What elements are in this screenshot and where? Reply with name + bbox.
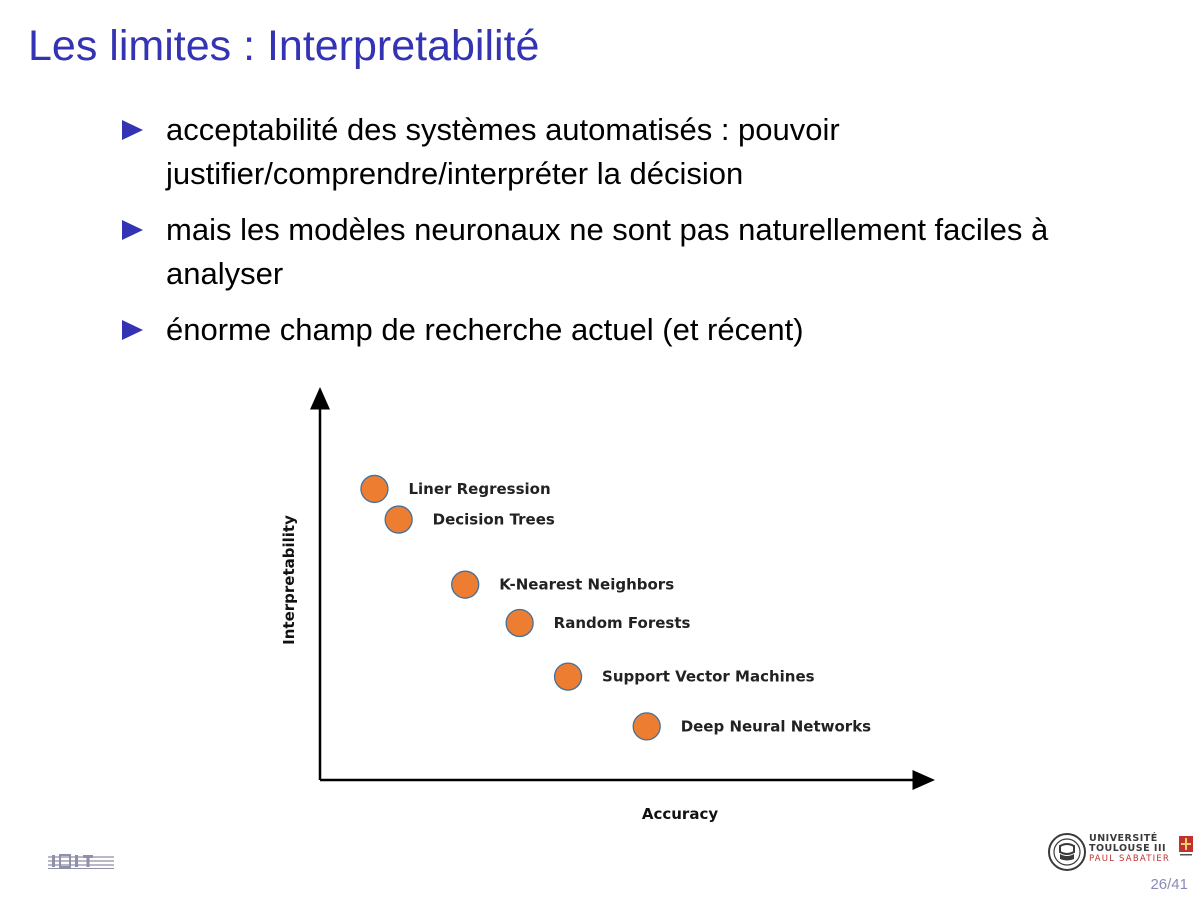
scatter-point	[553, 662, 583, 691]
scatter-point	[451, 570, 480, 599]
scatter-point	[360, 474, 389, 504]
point-label: Liner Regression	[408, 480, 550, 498]
bullet-text: énorme champ de recherche actuel (et réc…	[166, 312, 804, 347]
point-label: Random Forests	[554, 614, 691, 632]
point-label: Support Vector Machines	[602, 668, 815, 686]
page-number: 26/41	[1150, 876, 1188, 893]
university-seal-icon	[1048, 833, 1086, 871]
university-name: UNIVERSITÉ TOULOUSE III PAUL SABATIER	[1089, 833, 1170, 865]
bullet-item: acceptabilité des systèmes automatisés :…	[120, 108, 1140, 196]
point-label: K-Nearest Neighbors	[499, 576, 674, 594]
triangle-bullet-icon	[122, 120, 143, 140]
interpretability-chart: Accuracy Interpretability Liner Regressi…	[270, 385, 950, 830]
points-layer: Liner Regression Decision Trees K-Nearest …	[360, 474, 871, 741]
slide-title: Les limites : Interpretabilité	[28, 22, 540, 70]
bullet-item: énorme champ de recherche actuel (et réc…	[120, 308, 1140, 352]
bullet-item: mais les modèles neuronaux ne sont pas n…	[120, 208, 1140, 296]
chart-canvas: Accuracy Interpretability Liner Regressi…	[280, 387, 935, 823]
university-line-2: TOULOUSE III	[1089, 843, 1167, 854]
bullet-text: mais les modèles neuronaux ne sont pas n…	[166, 212, 1049, 291]
university-logo: UNIVERSITÉ TOULOUSE III PAUL SABATIER	[1047, 832, 1195, 872]
bullet-text: acceptabilité des systèmes automatisés :…	[166, 112, 840, 191]
bullet-list: acceptabilité des systèmes automatisés :…	[120, 108, 1140, 364]
point-label: Decision Trees	[433, 511, 555, 529]
university-line-3: PAUL SABATIER	[1089, 854, 1170, 864]
triangle-bullet-icon	[122, 220, 143, 240]
y-axis-label: Interpretability	[280, 515, 298, 645]
toulouse-cross-icon	[1179, 836, 1193, 856]
triangle-bullet-icon	[122, 320, 143, 340]
scatter-point	[384, 505, 413, 534]
scatter-point	[632, 712, 661, 741]
x-axis-label: Accuracy	[642, 805, 718, 823]
irit-logo	[48, 854, 114, 869]
scatter-point	[505, 608, 534, 638]
university-line-1: UNIVERSITÉ	[1089, 833, 1158, 844]
point-label: Deep Neural Networks	[681, 717, 871, 735]
